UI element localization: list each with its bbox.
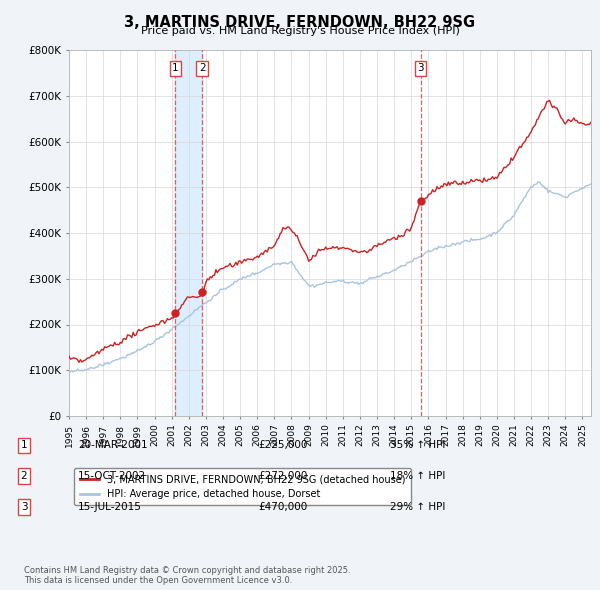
Text: 15-OCT-2002: 15-OCT-2002 [78, 471, 146, 481]
Text: 2: 2 [20, 471, 28, 481]
Text: 29% ↑ HPI: 29% ↑ HPI [390, 502, 445, 512]
Text: 18% ↑ HPI: 18% ↑ HPI [390, 471, 445, 481]
Text: 20-MAR-2001: 20-MAR-2001 [78, 441, 148, 450]
Bar [175, 50, 202, 416]
Text: 3: 3 [417, 64, 424, 73]
Text: Price paid vs. HM Land Registry's House Price Index (HPI): Price paid vs. HM Land Registry's House … [140, 26, 460, 36]
Text: £470,000: £470,000 [258, 502, 307, 512]
Text: 3: 3 [20, 502, 28, 512]
Text: £272,000: £272,000 [258, 471, 307, 481]
Text: 35% ↑ HPI: 35% ↑ HPI [390, 441, 445, 450]
Text: £225,000: £225,000 [258, 441, 307, 450]
Text: Contains HM Land Registry data © Crown copyright and database right 2025.
This d: Contains HM Land Registry data © Crown c… [24, 566, 350, 585]
Text: 15-JUL-2015: 15-JUL-2015 [78, 502, 142, 512]
Text: 3, MARTINS DRIVE, FERNDOWN, BH22 9SG: 3, MARTINS DRIVE, FERNDOWN, BH22 9SG [124, 15, 476, 30]
Text: 1: 1 [20, 441, 28, 450]
Text: 1: 1 [172, 64, 179, 73]
Legend: 3, MARTINS DRIVE, FERNDOWN, BH22 9SG (detached house), HPI: Average price, detac: 3, MARTINS DRIVE, FERNDOWN, BH22 9SG (de… [74, 468, 411, 505]
Text: 2: 2 [199, 64, 206, 73]
